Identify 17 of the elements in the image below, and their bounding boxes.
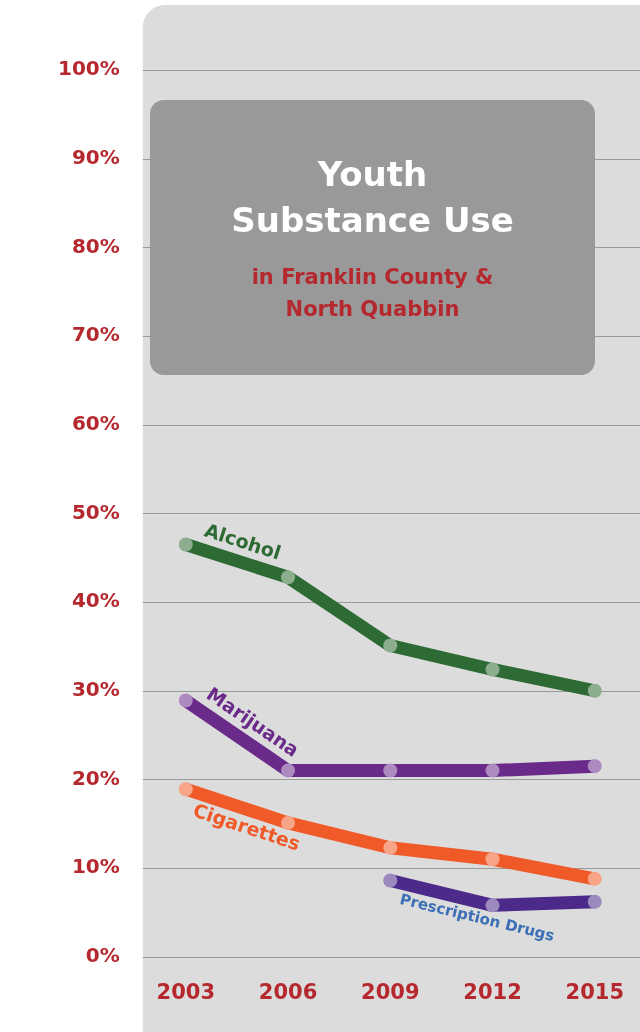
x-tick-label: 2009 [361, 979, 420, 1004]
y-tick-label: 40% [71, 588, 120, 613]
y-tick-label: 70% [71, 322, 120, 347]
y-tick-label: 90% [71, 144, 120, 169]
x-tick-label: 2003 [156, 979, 216, 1004]
title-panel: Youth Substance Use in Franklin County & North Quabbin [150, 100, 595, 375]
y-tick-label: 0% [85, 943, 120, 967]
y-tick-label: 100% [57, 56, 120, 81]
y-tick-label: 20% [71, 765, 120, 790]
x-tick-label: 2006 [258, 979, 318, 1004]
y-tick-label: 80% [71, 233, 120, 258]
x-tick-label: 2012 [463, 979, 522, 1004]
y-tick-label: 30% [71, 676, 120, 701]
x-tick-label: 2015 [565, 979, 624, 1004]
y-tick-label: 10% [71, 854, 120, 879]
y-tick-label: 50% [71, 499, 120, 524]
y-tick-label: 60% [71, 410, 120, 435]
